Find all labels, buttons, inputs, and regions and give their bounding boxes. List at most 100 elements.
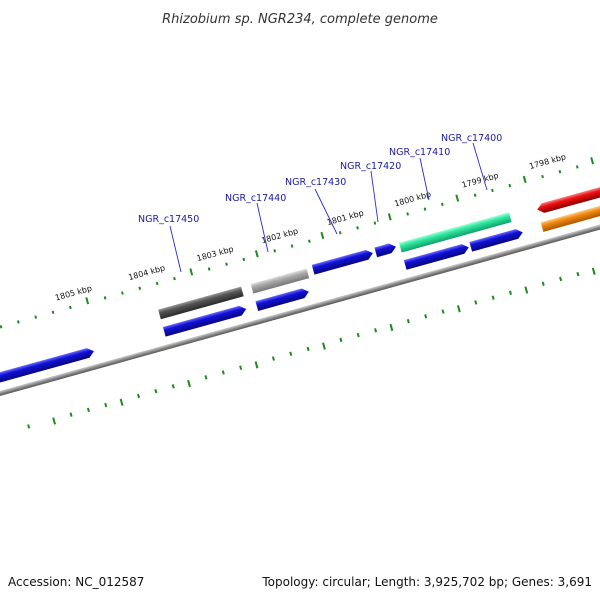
- tick-mark: [406, 318, 410, 324]
- tick-mark: [474, 300, 478, 305]
- tick-mark: [225, 262, 228, 266]
- cds-arrow[interactable]: [374, 242, 397, 258]
- tick-mark: [559, 276, 563, 282]
- tick-mark: [138, 286, 142, 290]
- gene-label[interactable]: NGR_c17420: [340, 161, 401, 172]
- leader-line: [472, 142, 488, 191]
- outer-tick-ring: [0, 157, 595, 329]
- tick-mark: [508, 290, 512, 296]
- tick-mark: [491, 188, 494, 193]
- cds-arrow[interactable]: [0, 346, 95, 387]
- gene-orange[interactable]: [540, 200, 600, 232]
- tick-mark: [137, 393, 141, 399]
- tick-mark: [290, 244, 294, 248]
- tick-mark: [423, 207, 427, 211]
- tick-mark-major: [189, 268, 194, 276]
- tick-mark: [69, 412, 73, 417]
- tick-mark: [103, 296, 107, 300]
- track-group: 1805 kbp 1804 kbp 1803 kbp 1802 kbp 1801…: [0, 152, 600, 429]
- tick-mark: [207, 267, 211, 271]
- tick-mark-major: [187, 379, 191, 388]
- scale-label: 1800 kbp: [393, 190, 432, 209]
- tick-mark: [51, 310, 55, 315]
- tick-mark: [373, 221, 377, 225]
- tick-mark: [173, 276, 176, 281]
- tick-mark: [0, 325, 3, 329]
- tick-mark-major: [524, 286, 529, 294]
- tick-mark-major: [254, 361, 259, 369]
- gene-label[interactable]: NGR_c17400: [441, 133, 502, 144]
- tick-mark: [86, 407, 90, 413]
- tick-mark: [221, 370, 225, 375]
- tick-mark: [541, 281, 545, 286]
- tick-mark: [104, 402, 108, 408]
- tick-mark-major: [389, 323, 394, 332]
- tick-mark-major: [85, 297, 90, 305]
- tick-mark-major: [320, 231, 325, 240]
- genome-summary-text: Topology: circular; Length: 3,925,702 bp…: [261, 575, 592, 589]
- gene-label[interactable]: NGR_c17410: [389, 147, 450, 158]
- tick-mark: [34, 315, 38, 319]
- tick-mark: [441, 309, 445, 314]
- tick-mark: [273, 249, 277, 253]
- leader-line: [256, 202, 269, 253]
- map-title: Rhizobium sp. NGR234, complete genome: [162, 12, 438, 27]
- tick-mark: [374, 328, 378, 333]
- scale-label: 1801 kbp: [326, 208, 365, 227]
- tick-mark: [576, 271, 580, 277]
- accession-text: Accession: NC_012587: [8, 575, 144, 589]
- tick-mark: [356, 226, 359, 230]
- gene-label[interactable]: NGR_c17440: [225, 193, 286, 204]
- tick-mark: [356, 332, 360, 338]
- gene-red[interactable]: [536, 186, 600, 214]
- cds-arrow[interactable]: [162, 304, 248, 337]
- tick-mark: [171, 384, 175, 389]
- gene-leader-lines: [169, 142, 488, 273]
- tick-mark: [16, 320, 20, 324]
- tick-mark: [424, 314, 428, 319]
- tick-mark-major: [52, 417, 57, 425]
- forward-strand-genes: [158, 183, 600, 320]
- cds-arrow[interactable]: [469, 228, 524, 252]
- gene-dark[interactable]: [158, 286, 244, 320]
- gene-mint[interactable]: [399, 212, 512, 253]
- scale-label: 1799 kbp: [461, 171, 500, 190]
- tick-mark: [339, 337, 343, 343]
- leader-line: [370, 170, 379, 223]
- tick-mark: [308, 239, 311, 243]
- tick-mark-major: [119, 398, 124, 406]
- tick-mark-major: [590, 157, 595, 165]
- scale-label: 1803 kbp: [196, 244, 235, 263]
- inner-tick-ring: [27, 267, 596, 429]
- tick-mark: [473, 193, 477, 197]
- cds-arrow[interactable]: [311, 248, 374, 275]
- tick-mark: [155, 281, 159, 286]
- cds-arrow[interactable]: [255, 287, 310, 311]
- tick-mark: [406, 212, 410, 216]
- cds-arrow[interactable]: [403, 243, 470, 270]
- gene-light[interactable]: [250, 268, 310, 294]
- tick-mark-major: [591, 267, 596, 275]
- tick-mark: [508, 183, 512, 188]
- tick-mark: [121, 291, 124, 295]
- cds-row: [0, 200, 600, 387]
- tick-mark-major: [456, 305, 461, 313]
- tick-mark: [27, 424, 31, 429]
- tick-mark: [242, 257, 246, 262]
- tick-mark: [204, 375, 208, 380]
- gene-labels: NGR_c17450 NGR_c17440 NGR_c17430 NGR_c17…: [138, 133, 502, 225]
- leader-line: [169, 225, 182, 273]
- tick-mark-major: [322, 342, 326, 350]
- scale-label: 1804 kbp: [127, 263, 166, 282]
- tick-mark: [440, 202, 444, 207]
- tick-mark: [541, 174, 544, 179]
- gene-label[interactable]: NGR_c17430: [285, 177, 346, 188]
- tick-mark-major: [387, 213, 392, 221]
- tick-mark-major: [455, 194, 460, 202]
- tick-mark: [289, 351, 293, 356]
- tick-mark: [575, 165, 579, 169]
- tick-mark: [491, 295, 495, 300]
- tick-mark-major: [522, 175, 527, 184]
- gene-label[interactable]: NGR_c17450: [138, 214, 199, 225]
